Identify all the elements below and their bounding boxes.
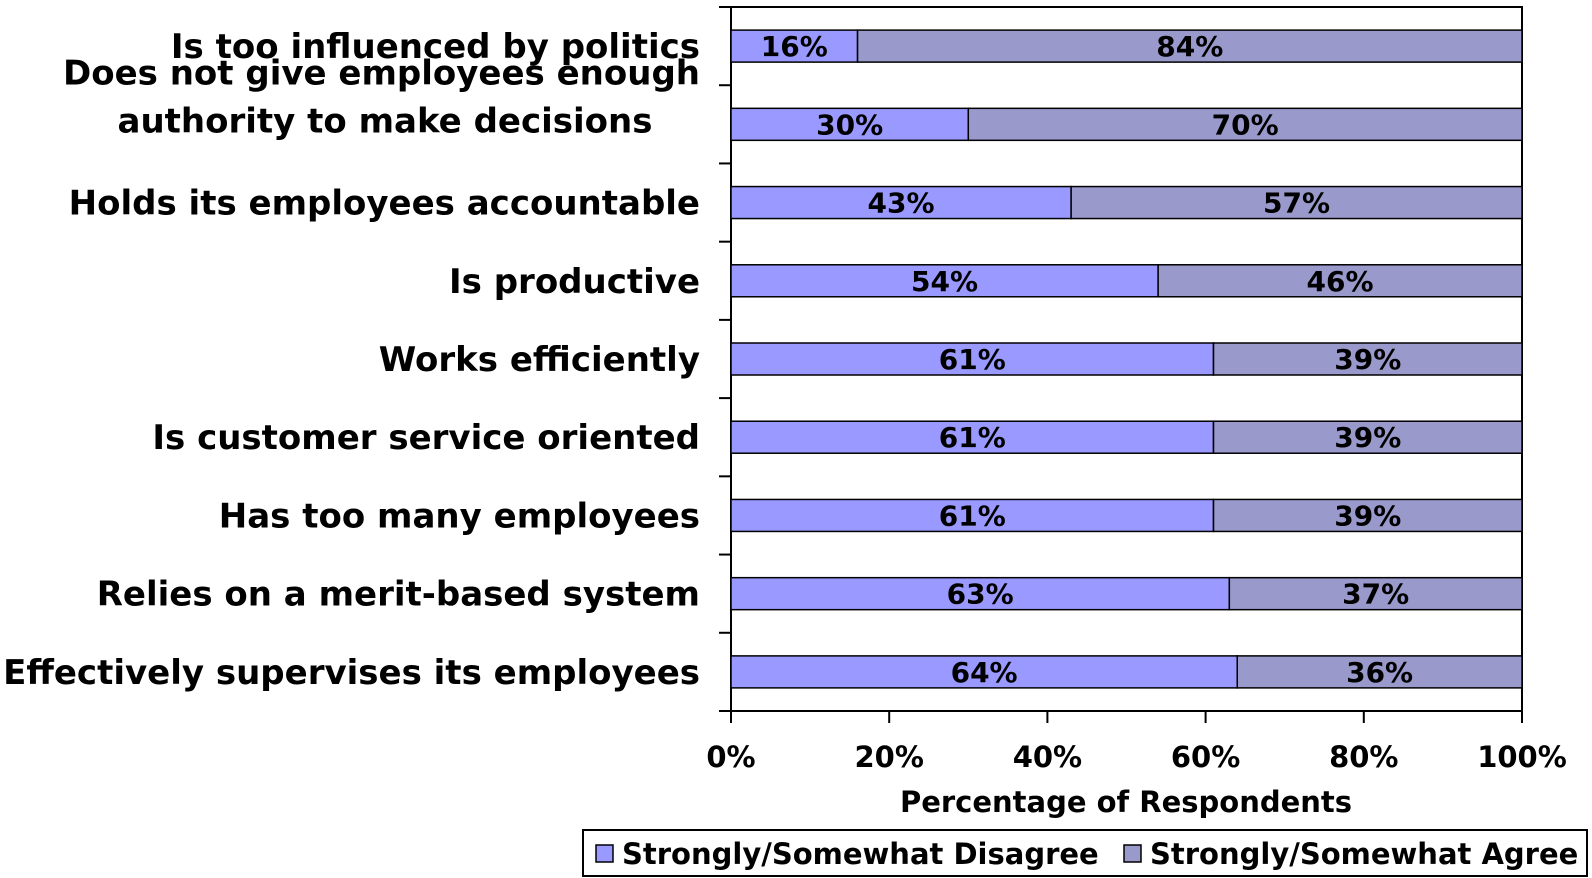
- bar-segment: [730, 498, 1215, 533]
- x-tick-label: 40%: [1013, 740, 1082, 774]
- bar-value-label: 70%: [1212, 108, 1279, 141]
- category-label: Is customer service oriented: [152, 418, 700, 458]
- bar-value-label: 30%: [816, 108, 883, 141]
- category-label: Is productive: [449, 262, 700, 302]
- bar-segment: [967, 107, 1523, 142]
- bar-value-label: 39%: [1334, 421, 1401, 454]
- bar-value-label: 37%: [1342, 578, 1409, 611]
- category-label: Does not give employees enough authority …: [63, 53, 700, 141]
- bar-value-label: 61%: [939, 343, 1006, 376]
- x-tick-label: 0%: [706, 740, 755, 774]
- x-axis-title: Percentage of Respondents: [900, 785, 1352, 819]
- bar-segment: [1212, 342, 1523, 376]
- legend: Strongly/Somewhat Disagree Strongly/Somew…: [582, 829, 1588, 877]
- bar-value-label: 46%: [1307, 265, 1374, 298]
- x-tick-label: 60%: [1171, 740, 1240, 774]
- bar-segment: [1236, 655, 1523, 689]
- bar-value-label: 63%: [947, 578, 1014, 611]
- bar-segment: [730, 264, 1159, 298]
- x-tick-label: 20%: [854, 740, 923, 774]
- x-axis: 0% 20% 40% 60% 80% 100%: [706, 6, 1567, 774]
- bar-segment: [730, 342, 1215, 376]
- bar-series: [730, 29, 1523, 689]
- bar-segment: [1212, 498, 1523, 533]
- bar-value-label: 36%: [1346, 656, 1413, 689]
- category-label-line: authority to make decisions: [118, 101, 653, 141]
- legend-label: Strongly/Somewhat Disagree: [622, 837, 1099, 871]
- x-tick-label: 100%: [1477, 740, 1567, 774]
- bar-value-label: 61%: [939, 421, 1006, 454]
- category-label: Relies on a merit-based system: [97, 575, 700, 615]
- bar-segment: [730, 420, 1215, 454]
- bar-segment: [730, 655, 1238, 689]
- bar-value-label: 61%: [939, 499, 1006, 532]
- legend-box: [582, 829, 1588, 877]
- bar-value-label: 64%: [951, 656, 1018, 689]
- legend-swatch: [595, 844, 614, 863]
- category-label: Holds its employees accountable: [69, 184, 700, 224]
- bar-segment: [1228, 576, 1523, 611]
- bar-segment: [730, 185, 1072, 220]
- bar-segment: [1157, 264, 1523, 298]
- legend-label: Strongly/Somewhat Agree: [1150, 837, 1578, 871]
- data-labels: 16% 84% 30% 70% 43% 57% 54% 46% 61% 39% 61% 39% 61% 3…: [761, 30, 1413, 689]
- legend-swatch: [1123, 844, 1142, 863]
- bar-value-label: 84%: [1156, 30, 1223, 63]
- bar-value-label: 16%: [761, 30, 828, 63]
- bar-segment: [730, 107, 970, 142]
- bar-value-label: 39%: [1334, 343, 1401, 376]
- category-label: Works efficiently: [379, 340, 700, 380]
- category-label: Has too many employees: [219, 496, 700, 536]
- bar-segment: [730, 29, 859, 63]
- bar-value-label: 43%: [868, 187, 935, 220]
- bar-value-label: 39%: [1334, 499, 1401, 532]
- category-label-line: Does not give employees enough: [63, 53, 700, 93]
- bar-segment: [1212, 420, 1523, 454]
- bar-segment: [730, 576, 1231, 611]
- bar-value-label: 54%: [911, 265, 978, 298]
- bar-segment: [1070, 185, 1523, 220]
- bar-segment: [856, 29, 1523, 63]
- category-label: Effectively supervises its employees: [3, 653, 700, 693]
- bar-value-label: 57%: [1263, 187, 1330, 220]
- category-label: Is too influenced by politics: [171, 27, 700, 67]
- x-tick-label: 80%: [1329, 740, 1398, 774]
